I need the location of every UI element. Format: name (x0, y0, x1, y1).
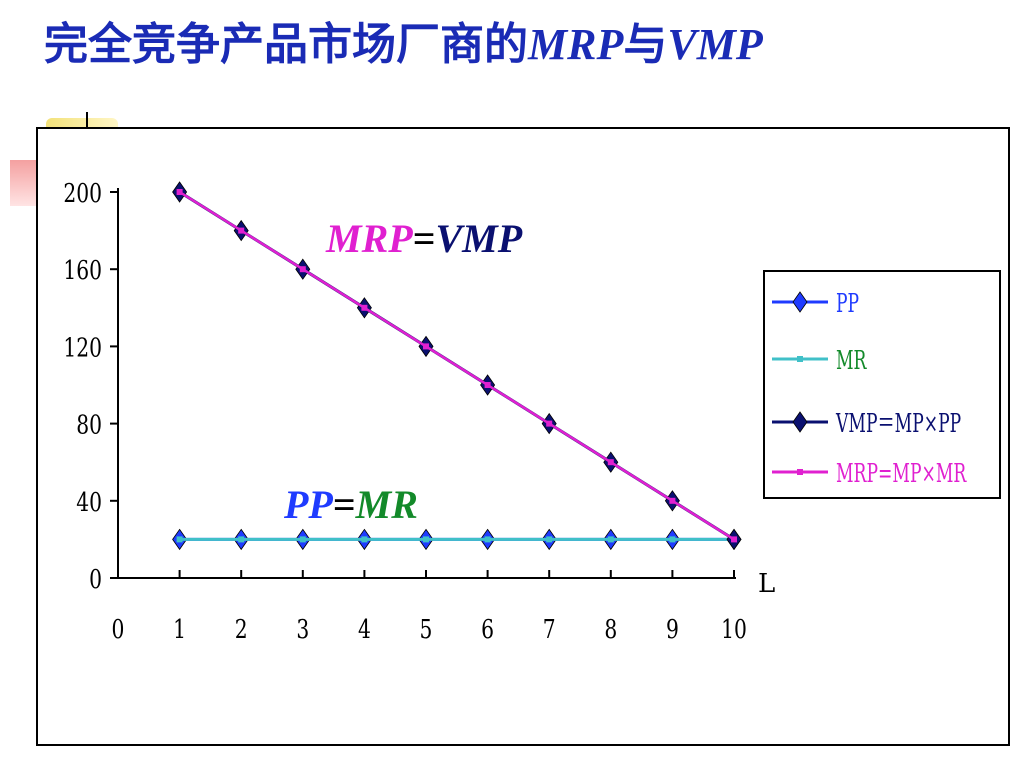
point-mr (299, 536, 306, 543)
annotation-part: MR (355, 482, 418, 527)
x-tick-label: 2 (235, 615, 248, 645)
annotation-part: VMP (435, 216, 522, 261)
point-mrp-mp-mr (176, 189, 183, 195)
legend-label-mr: MR (836, 347, 868, 377)
legend-marker (792, 411, 808, 433)
point-mrp-mp-mr (607, 459, 614, 466)
annotation-part: MRP (325, 216, 413, 261)
x-axis-label: L (758, 569, 775, 599)
legend-marker (792, 291, 808, 313)
point-mr (484, 536, 491, 543)
x-tick-label: 5 (420, 615, 433, 645)
annotation-mrp-vmp: MRP=VMP (325, 216, 523, 261)
point-mrp-mp-mr (669, 497, 676, 504)
y-tick-label: 160 (63, 256, 102, 286)
point-mrp-mp-mr (299, 266, 306, 273)
x-tick-label: 3 (296, 615, 309, 645)
legend-label-mrp-mp-mr: MRP=MP×MR (836, 460, 967, 490)
x-tick-label: 8 (604, 615, 617, 645)
point-mrp-mp-mr (546, 420, 553, 427)
title-vmp: VMP (667, 20, 763, 69)
x-tick-label: 10 (721, 615, 747, 645)
decor-tick (86, 112, 88, 130)
legend-box (763, 270, 1001, 499)
point-mr (607, 536, 614, 543)
x-tick-label: 1 (173, 615, 186, 645)
point-mrp-mp-mr (423, 343, 429, 350)
title-main: 完全竞争产品市场厂商的 (44, 19, 528, 70)
x-tick-label: 0 (112, 615, 125, 645)
legend-label-vmp-mp-pp: VMP＝MP×PP (835, 410, 961, 440)
x-tick-label: 4 (358, 615, 371, 645)
point-mr (238, 536, 245, 543)
point-mr (361, 536, 368, 543)
point-mr (423, 536, 429, 543)
point-mrp-mp-mr (238, 227, 245, 234)
legend-marker (797, 469, 803, 475)
legend-label-pp: PP (836, 290, 859, 320)
title-mrp: MRP (528, 20, 624, 69)
decor-red-bar (10, 160, 38, 206)
point-mrp-mp-mr (484, 382, 491, 388)
point-mr (176, 536, 183, 543)
y-tick-label: 200 (63, 179, 102, 209)
legend-marker (797, 356, 803, 362)
title-yu: 与 (623, 19, 668, 70)
point-mr (546, 536, 553, 543)
x-tick-label: 9 (666, 615, 679, 645)
annotation-part: = (333, 482, 356, 527)
y-tick-label: 40 (76, 487, 102, 517)
y-tick-label: 80 (76, 410, 102, 440)
point-mr (669, 536, 676, 543)
x-tick-label: 7 (543, 615, 556, 645)
y-tick-label: 0 (89, 565, 102, 595)
annotation-part: = (413, 216, 436, 261)
slide-title: 完全竞争产品市场厂商的MRP与VMP (44, 8, 763, 72)
annotation-pp-mr: PP=MR (283, 482, 418, 527)
point-mrp-mp-mr (731, 536, 737, 543)
y-tick-label: 120 (63, 333, 102, 363)
x-tick-label: 6 (481, 615, 494, 645)
series-line-mrp-mp-mr (178, 190, 735, 541)
point-mrp-mp-mr (361, 304, 368, 311)
annotation-part: PP (283, 482, 333, 527)
